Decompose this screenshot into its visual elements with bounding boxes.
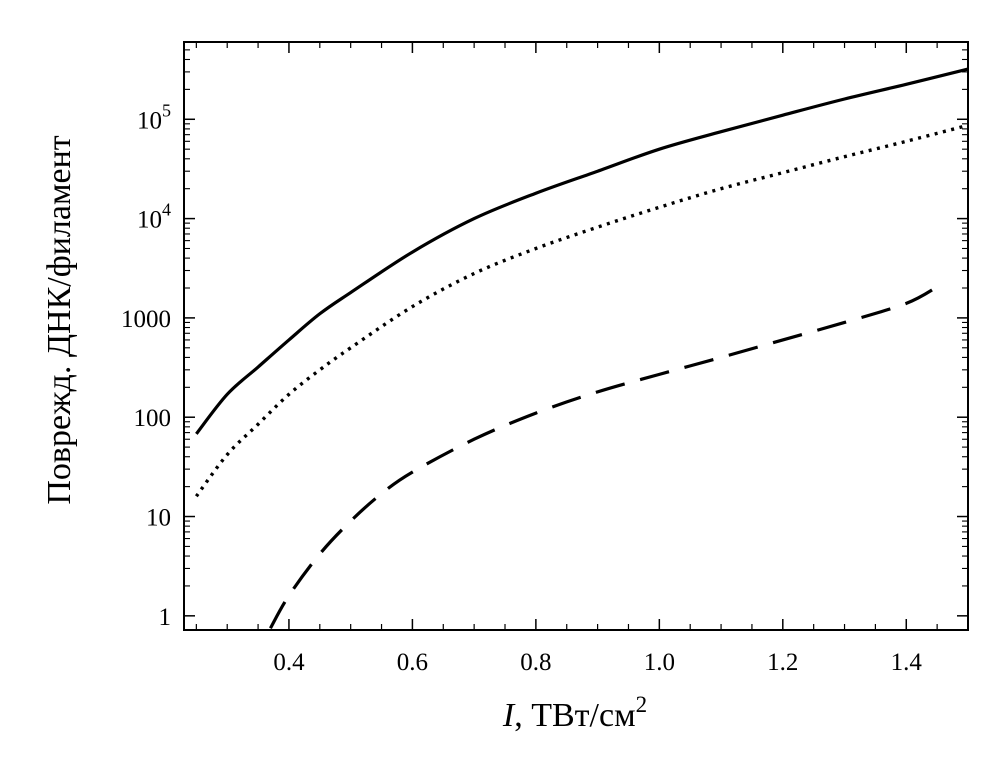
x-axis-label-unit: , ТВт/см xyxy=(514,697,635,734)
y-tick-label: 1000 xyxy=(121,306,171,333)
y-tick-label-exp: 4 xyxy=(162,200,171,220)
y-tick-label-base: 1 xyxy=(159,604,172,631)
x-tick-label: 0.8 xyxy=(520,649,551,676)
series-line-dashed xyxy=(269,285,938,630)
y-tick-label-exp: 5 xyxy=(162,100,171,120)
y-tick-label-base: 10 xyxy=(137,107,162,134)
y-tick-label: 104 xyxy=(137,200,171,234)
y-tick-label: 100 xyxy=(134,405,172,432)
x-tick-label: 1.4 xyxy=(891,649,923,676)
y-tick-label-base: 1000 xyxy=(121,306,171,333)
x-axis-label: I, ТВт/см2 xyxy=(502,692,647,734)
y-tick-label-base: 100 xyxy=(134,405,172,432)
y-tick-label-base: 10 xyxy=(137,207,162,234)
y-tick-label: 10 xyxy=(146,505,171,532)
x-tick-label: 0.4 xyxy=(273,649,305,676)
series-line-solid xyxy=(195,67,969,435)
plot-frame xyxy=(183,41,969,631)
series-lines xyxy=(194,67,969,630)
ticks xyxy=(184,41,969,630)
x-axis-label-var: I xyxy=(502,697,516,734)
series-line-dotted xyxy=(194,123,969,498)
x-tick-label: 1.0 xyxy=(644,649,675,676)
y-tick-label: 105 xyxy=(137,100,171,134)
x-axis-label-sup: 2 xyxy=(636,692,648,717)
y-axis-label: Поврежд. ДНК/филамент xyxy=(41,135,78,504)
y-tick-label: 1 xyxy=(159,604,172,631)
x-tick-label: 1.2 xyxy=(767,649,798,676)
y-tick-label-base: 10 xyxy=(146,505,171,532)
x-tick-label: 0.6 xyxy=(397,649,428,676)
